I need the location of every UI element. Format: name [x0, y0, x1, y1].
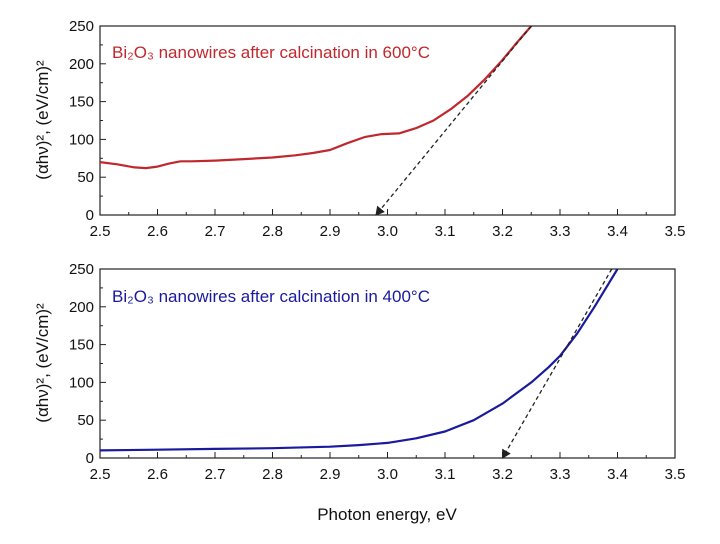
- x-tick-label-400c-5: 3.0: [377, 466, 398, 483]
- y-tick-label-600c-4: 200: [69, 56, 94, 73]
- y-axis-label-400c: (αhν)², (eV/cm)²: [33, 303, 52, 423]
- y-tick-label-400c-5: 250: [69, 261, 94, 278]
- y-ticks-600c: 0 50 100 150 200 250: [69, 18, 106, 224]
- x-tick-label-600c-10: 3.5: [665, 223, 686, 240]
- series-line-400c-0: [99, 268, 619, 452]
- y-tick-label-600c-3: 150: [69, 94, 94, 111]
- tangent-arrow-400c: [501, 268, 613, 459]
- x-tick-label-400c-6: 3.1: [435, 466, 456, 483]
- annotation-600c: Bi₂O₃ nanowires after calcination in 600…: [112, 43, 430, 62]
- x-tick-label-600c-7: 3.2: [492, 223, 513, 240]
- x-tick-label-400c-3: 2.8: [262, 466, 283, 483]
- x-tick-label-400c-9: 3.4: [607, 466, 628, 483]
- x-axis-label: Photon energy, eV: [317, 505, 457, 524]
- x-tick-label-400c-4: 2.9: [320, 466, 341, 483]
- y-tick-label-600c-1: 50: [77, 169, 94, 186]
- panel-600c: 0 50 100 150 200 250 2.5 2.6 2.7 2.8 2.9 3.0 3.1 3.2…: [33, 18, 685, 240]
- series-group-400c: [99, 268, 619, 459]
- annotation-400c: Bi₂O₃ nanowires after calcination in 400…: [112, 287, 430, 306]
- y-tick-label-600c-0: 0: [86, 207, 94, 224]
- y-tick-label-400c-2: 100: [69, 374, 94, 391]
- y-tick-label-400c-0: 0: [86, 450, 94, 467]
- x-tick-label-600c-8: 3.3: [550, 223, 571, 240]
- x-tick-label-600c-6: 3.1: [435, 223, 456, 240]
- y-ticks-400c: 0 50 100 150 200 250: [69, 261, 106, 467]
- x-tick-label-400c-1: 2.6: [147, 466, 168, 483]
- panel-400c: 0 50 100 150 200 250 2.5 2.6 2.7 2.8 2.9 3.0 3.1 3.2…: [33, 261, 685, 483]
- y-tick-label-400c-1: 50: [77, 412, 94, 429]
- x-ticks-600c: 2.5 2.6 2.7 2.8 2.9 3.0 3.1 3.2 3.3 3.4 3.5: [90, 209, 686, 240]
- x-tick-label-600c-9: 3.4: [607, 223, 628, 240]
- x-ticks-400c: 2.5 2.6 2.7 2.8 2.9 3.0 3.1 3.2 3.3 3.4 3.5: [90, 452, 686, 483]
- series-group-600c: [99, 25, 533, 216]
- x-tick-label-600c-2: 2.7: [205, 223, 226, 240]
- x-tick-label-600c-5: 3.0: [377, 223, 398, 240]
- x-tick-label-400c-0: 2.5: [90, 466, 111, 483]
- y-tick-label-600c-2: 100: [69, 131, 94, 148]
- x-tick-label-600c-1: 2.6: [147, 223, 168, 240]
- y-tick-label-400c-4: 200: [69, 299, 94, 316]
- y-tick-label-600c-5: 250: [69, 18, 94, 35]
- x-tick-label-600c-3: 2.8: [262, 223, 283, 240]
- y-axis-label-600c: (αhν)², (eV/cm)²: [33, 60, 52, 180]
- x-tick-label-400c-7: 3.2: [492, 466, 513, 483]
- x-tick-label-600c-0: 2.5: [90, 223, 111, 240]
- tangent-arrow-600c: [375, 25, 532, 216]
- x-tick-label-400c-10: 3.5: [665, 466, 686, 483]
- y-tick-label-400c-3: 150: [69, 337, 94, 354]
- x-tick-label-400c-8: 3.3: [550, 466, 571, 483]
- x-tick-label-600c-4: 2.9: [320, 223, 341, 240]
- x-tick-label-400c-2: 2.7: [205, 466, 226, 483]
- series-line-600c-0: [99, 25, 533, 170]
